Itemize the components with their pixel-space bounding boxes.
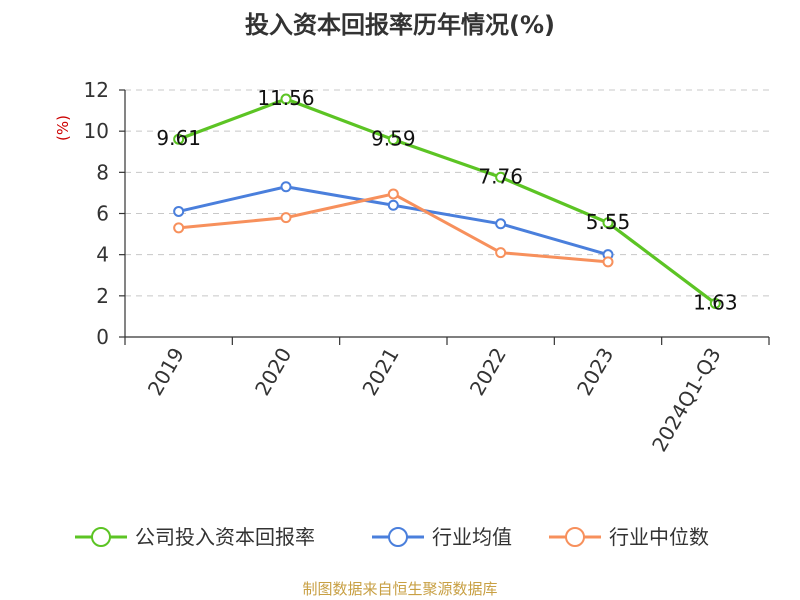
data-label-1: 11.56 — [257, 86, 314, 110]
y-tick-label-12: 12 — [84, 78, 109, 102]
y-tick-label-10: 10 — [84, 119, 109, 143]
legend-marker-1 — [388, 527, 408, 547]
series-2-point-4 — [602, 256, 614, 268]
x-tick-label-2021: 2021 — [357, 344, 403, 400]
series-0-point-1 — [280, 93, 292, 105]
data-labels: 9.61 11.56 9.59 7.76 5.55 1.63 — [156, 86, 737, 314]
gridlines — [125, 89, 769, 297]
data-label-0: 9.61 — [156, 126, 201, 150]
series-2-point-3 — [495, 247, 507, 259]
y-tick-labels: 0 2 4 6 8 10 12 — [84, 78, 109, 349]
axes — [119, 89, 770, 345]
series-1-point-1 — [280, 181, 292, 193]
y-axis-label: (%) — [54, 115, 72, 141]
x-tick-label-2020: 2020 — [250, 344, 296, 400]
series-0-point-5 — [709, 297, 721, 309]
data-label-3: 7.76 — [478, 164, 523, 188]
legend-marker-0 — [91, 527, 111, 547]
y-tick-label-0: 0 — [96, 325, 109, 349]
legend-marker-2 — [565, 527, 585, 547]
source-note: 制图数据来自恒生聚源数据库 — [302, 580, 497, 598]
x-tick-label-2022: 2022 — [465, 344, 511, 400]
data-label-2: 9.59 — [371, 127, 416, 151]
legend-label-2: 行业中位数 — [609, 525, 709, 549]
legend-label-1: 行业均值 — [432, 525, 512, 549]
series-1-point-2 — [387, 199, 399, 211]
series-0-point-2 — [387, 134, 399, 146]
y-tick-label-2: 2 — [96, 284, 109, 308]
series-0-point-4 — [602, 217, 614, 229]
data-label-4: 5.55 — [586, 210, 631, 234]
series-2-point-0 — [173, 222, 185, 234]
data-label-5: 1.63 — [693, 290, 738, 314]
series-0-line — [178, 97, 717, 305]
series-1-point-0 — [173, 205, 185, 217]
y-tick-label-4: 4 — [96, 243, 109, 267]
series-2-point-2 — [387, 188, 399, 200]
series-2-point-1 — [280, 212, 292, 224]
x-tick-label-2023: 2023 — [572, 344, 618, 400]
x-tick-label-2024Q1-Q3: 2024Q1-Q3 — [647, 344, 726, 456]
series-lines — [173, 93, 721, 309]
series-0-point-3 — [495, 171, 507, 183]
x-tick-label-2019: 2019 — [143, 344, 189, 400]
y-tick-label-6: 6 — [96, 202, 109, 226]
chart-title: 投入资本回报率历年情况(%) — [245, 11, 555, 39]
legend-label-0: 公司投入资本回报率 — [135, 525, 315, 549]
series-1-point-3 — [495, 218, 507, 230]
legend: 公司投入资本回报率 行业均值 行业中位数 — [75, 525, 709, 549]
y-tick-label-8: 8 — [96, 160, 109, 184]
x-tick-labels: 2019 2020 2021 2022 2023 2024Q1-Q3 — [143, 344, 726, 456]
series-0-point-0 — [173, 133, 185, 145]
